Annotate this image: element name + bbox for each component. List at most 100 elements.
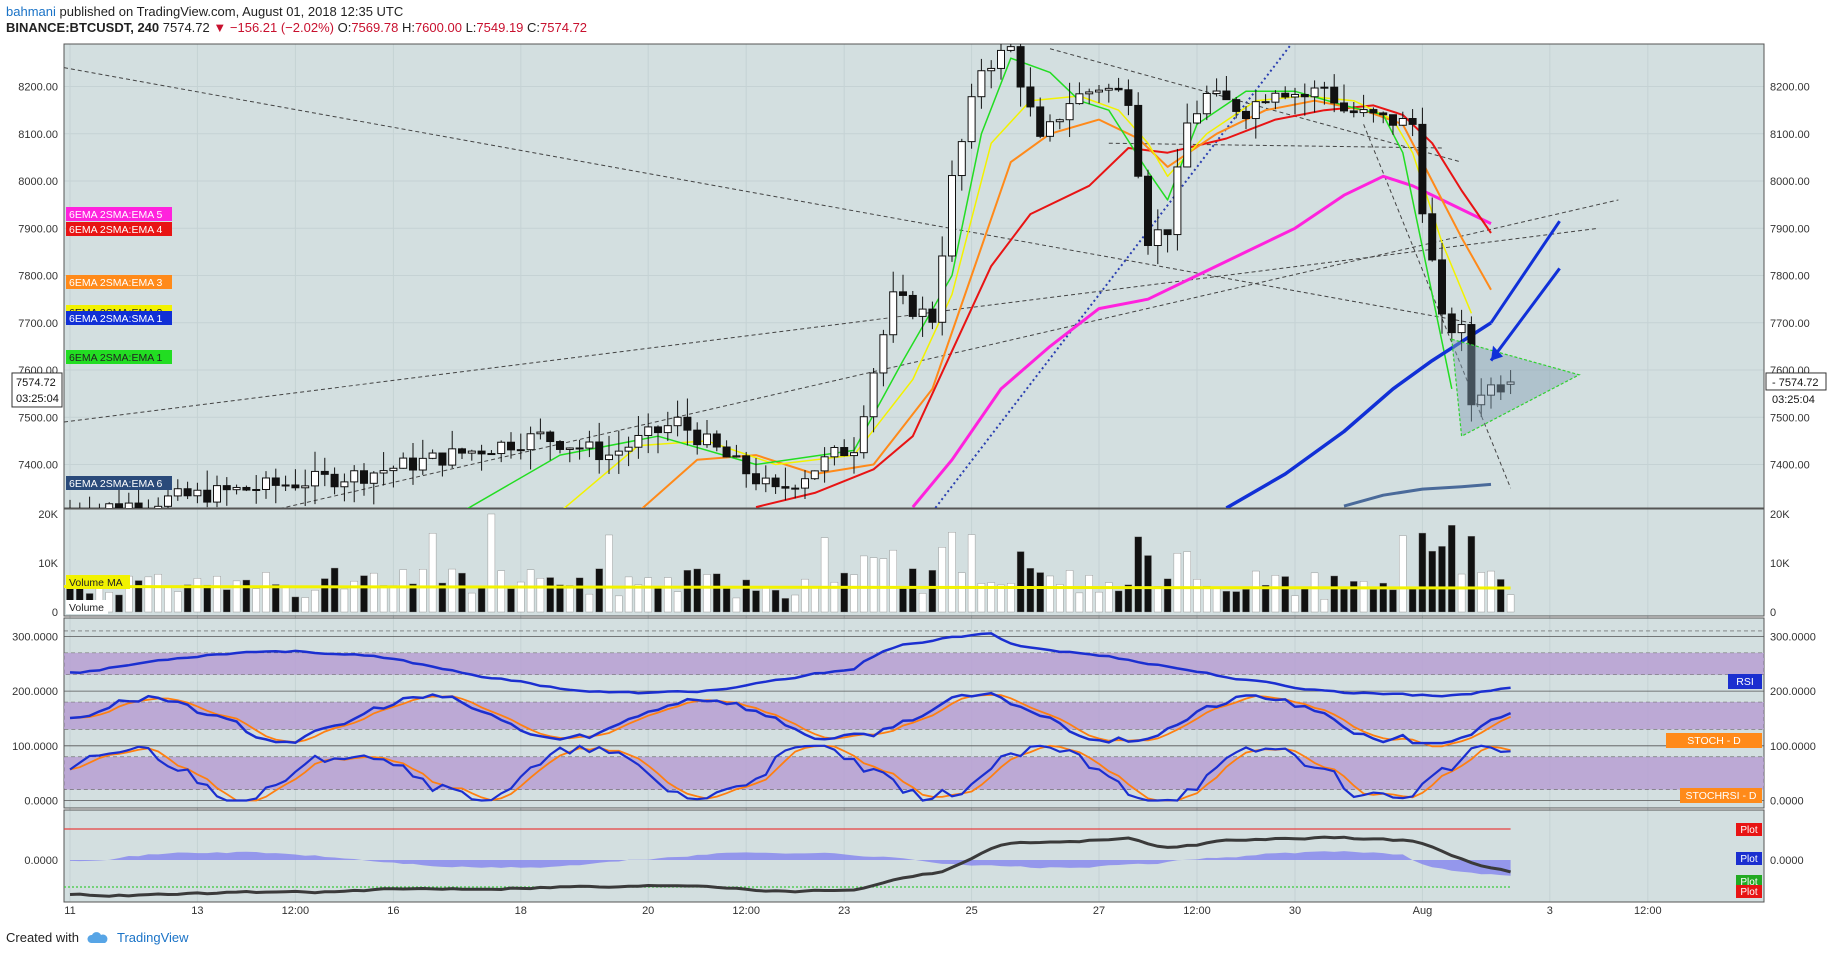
volume-bar-up bbox=[634, 584, 643, 613]
volume-bar-down bbox=[1114, 590, 1123, 613]
sma1-badge bbox=[66, 311, 172, 325]
volume-bar-down bbox=[1026, 568, 1035, 613]
chart-canvas[interactable]: 8200.00 8200.00 8100.00 8100.00 8000.00 8000.… bbox=[0, 0, 1828, 920]
candle-up bbox=[1046, 121, 1054, 137]
volume-tick-left: 10K bbox=[38, 558, 58, 570]
time-tick: 18 bbox=[515, 905, 527, 917]
candle-up bbox=[1085, 91, 1094, 95]
volume-bar-up bbox=[624, 576, 633, 613]
candle-up bbox=[820, 456, 829, 472]
time-tick: Aug bbox=[1413, 905, 1433, 917]
volume-bar-down bbox=[899, 586, 907, 613]
rsi-line bbox=[69, 632, 1511, 698]
volume-bar-up bbox=[252, 588, 260, 613]
trendline bbox=[1363, 124, 1512, 489]
candle-up bbox=[164, 495, 172, 507]
rsi-legend-label: STOCH - D bbox=[1687, 735, 1741, 747]
ema1-badge bbox=[66, 350, 172, 364]
volume-bar-up bbox=[605, 534, 613, 613]
volume-bar-down bbox=[575, 577, 584, 613]
candle-up bbox=[301, 485, 310, 489]
volume-bar-down bbox=[134, 580, 143, 613]
osc-tick-right: 0.0000 bbox=[1770, 855, 1804, 867]
time-tick: 12:00 bbox=[732, 905, 760, 917]
volume-bar-down bbox=[1379, 582, 1387, 613]
candle-up bbox=[428, 452, 437, 459]
volume-bar-up bbox=[585, 593, 594, 613]
volume-bar-down bbox=[1418, 532, 1427, 613]
candle-down bbox=[1281, 92, 1290, 98]
candle-up bbox=[1202, 93, 1211, 115]
ema6-line bbox=[1343, 482, 1492, 508]
candle-down bbox=[908, 294, 917, 317]
countdown-left: 03:25:04 bbox=[16, 393, 59, 405]
candle-up bbox=[1251, 101, 1260, 120]
volume-bar-up bbox=[811, 586, 819, 613]
open-value: 7569.78 bbox=[351, 20, 399, 35]
candle-down bbox=[1300, 93, 1309, 98]
rsi-tick-right: 0.0000 bbox=[1770, 796, 1804, 808]
time-tick: 13 bbox=[191, 905, 203, 917]
volume-bar-up bbox=[850, 574, 858, 613]
volume-bar-up bbox=[1212, 587, 1221, 613]
candle-down bbox=[1496, 384, 1505, 393]
volume-bar-up bbox=[262, 572, 270, 613]
candle-up bbox=[487, 453, 496, 456]
ema6-badge bbox=[66, 476, 172, 490]
candle-up bbox=[1487, 384, 1495, 396]
volume-bar-up bbox=[232, 580, 241, 613]
time-tick: 27 bbox=[1093, 905, 1105, 917]
volume-bar-down bbox=[291, 596, 300, 613]
volume-bar-down bbox=[928, 570, 937, 613]
rsi-legend-badge bbox=[1728, 674, 1762, 689]
candle-up bbox=[1310, 87, 1319, 98]
volume-bar-up bbox=[644, 577, 652, 613]
candle-up bbox=[703, 433, 711, 446]
volume-bar-up bbox=[497, 570, 505, 613]
ema5-badge bbox=[66, 207, 172, 221]
candle-up bbox=[850, 452, 858, 457]
volume-bar-down bbox=[507, 588, 515, 613]
candle-up bbox=[467, 450, 476, 454]
volume-tick-right: 10K bbox=[1770, 558, 1790, 570]
volume-bar-up bbox=[1173, 552, 1182, 613]
tradingview-cloud-icon bbox=[87, 931, 108, 943]
candle-up bbox=[889, 291, 898, 336]
candle-up bbox=[967, 96, 976, 143]
tradingview-brand[interactable]: TradingView bbox=[116, 930, 189, 945]
price-tick-left: 8000.00 bbox=[18, 176, 58, 188]
low-value: 7549.19 bbox=[476, 20, 524, 35]
price-tick-right: 7400.00 bbox=[1770, 460, 1810, 472]
candle-down bbox=[477, 450, 486, 455]
candle-up bbox=[1095, 89, 1103, 93]
rsi-tick-left: 200.0000 bbox=[12, 686, 58, 698]
volume-label: Volume bbox=[69, 602, 104, 614]
candle-up bbox=[585, 441, 594, 449]
candle-up bbox=[1065, 103, 1074, 121]
volume-bar-up bbox=[958, 572, 966, 613]
volume-bar-up bbox=[1291, 595, 1299, 613]
footer: Created with TradingView bbox=[6, 930, 189, 945]
last-price: 7574.72 bbox=[162, 20, 210, 35]
sma1-label: 6EMA 2SMA:SMA 1 bbox=[69, 313, 163, 325]
candle-up bbox=[879, 334, 888, 374]
candle-down bbox=[507, 441, 515, 451]
osc-legend-badge bbox=[1736, 852, 1762, 865]
candle-up bbox=[1183, 122, 1192, 168]
author-link[interactable]: bahmani bbox=[6, 4, 56, 19]
candle-down bbox=[928, 308, 937, 323]
candle-up bbox=[1320, 86, 1329, 89]
volume-ma-label: Volume MA bbox=[69, 577, 123, 589]
blue-arrow-shaft bbox=[1489, 267, 1561, 362]
volume-bar-down bbox=[321, 578, 329, 613]
volume-ma-badge bbox=[66, 575, 130, 589]
volume-bar-up bbox=[762, 586, 770, 613]
candle-up bbox=[948, 175, 956, 257]
volume-bar-up bbox=[566, 585, 574, 613]
candle-down bbox=[134, 502, 143, 508]
candle-down bbox=[1408, 118, 1417, 125]
ema3-label: 6EMA 2SMA:EMA 3 bbox=[69, 277, 163, 289]
rsi-band bbox=[63, 652, 1765, 676]
volume-bar-down bbox=[1340, 588, 1348, 613]
price-tick-right: 7500.00 bbox=[1770, 412, 1810, 424]
